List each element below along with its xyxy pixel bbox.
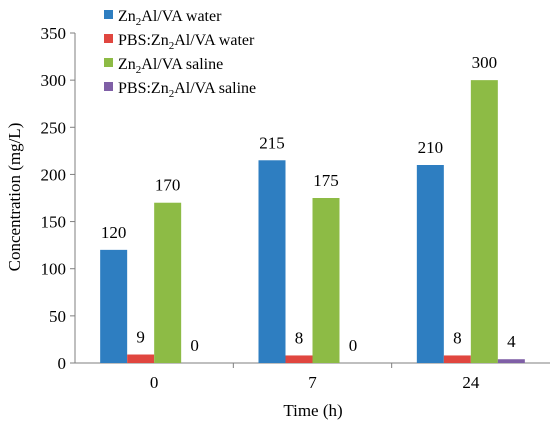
legend-swatch <box>104 58 113 67</box>
data-label: 300 <box>472 53 498 72</box>
data-label: 8 <box>453 328 462 347</box>
y-tick-label: 50 <box>49 307 66 326</box>
data-label: 8 <box>295 328 304 347</box>
y-tick-label: 150 <box>41 213 67 232</box>
y-tick-label: 300 <box>41 71 67 90</box>
data-label: 9 <box>136 328 145 347</box>
legend: Zn2Al/VA water PBS:Zn2Al/VA water Zn2Al/VA… <box>104 8 256 100</box>
y-tick-label: 250 <box>41 118 67 137</box>
data-label: 0 <box>349 336 358 355</box>
data-label: 4 <box>507 332 516 351</box>
bar <box>100 249 128 363</box>
legend-entry: PBS:Zn2Al/VA water <box>118 32 255 52</box>
legend-swatch <box>104 82 113 91</box>
data-label: 120 <box>101 223 127 242</box>
bar <box>470 80 498 364</box>
x-tick-label: 7 <box>308 373 317 392</box>
y-tick-labels: 0 50 100 150 200 250 300 350 <box>41 24 75 373</box>
data-label: 170 <box>155 176 181 195</box>
y-axis-title: Concentration (mg/L) <box>5 123 24 272</box>
bar <box>443 355 471 363</box>
y-tick-label: 0 <box>58 354 67 373</box>
bar <box>285 355 313 363</box>
legend-entry: Zn2Al/VA saline <box>118 56 223 76</box>
legend-swatch <box>104 10 113 19</box>
data-label: 175 <box>313 171 339 190</box>
bar <box>497 359 525 363</box>
y-tick-label: 100 <box>41 260 67 279</box>
x-tick-label: 24 <box>462 373 480 392</box>
bars <box>100 80 525 364</box>
x-tick-label: 0 <box>150 373 159 392</box>
x-axis-title: Time (h) <box>283 401 342 420</box>
data-label: 215 <box>259 133 285 152</box>
bar <box>312 198 340 363</box>
y-tick-label: 200 <box>41 165 67 184</box>
bar <box>154 202 182 363</box>
legend-entry: PBS:Zn2Al/VA saline <box>118 80 256 100</box>
bar <box>258 160 286 363</box>
y-tick-label: 350 <box>41 24 67 43</box>
legend-entry: Zn2Al/VA water <box>118 8 222 28</box>
data-labels: 120 215 210 9 8 8 170 175 300 0 0 4 <box>101 53 516 355</box>
data-label: 210 <box>418 138 444 157</box>
bar <box>416 165 444 363</box>
legend-swatch <box>104 34 113 43</box>
x-tick-labels: 0 7 24 <box>150 363 480 392</box>
data-label: 0 <box>190 336 199 355</box>
bar <box>127 354 155 363</box>
